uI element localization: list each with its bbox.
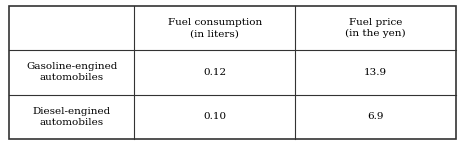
- Text: Diesel-engined
automobiles: Diesel-engined automobiles: [33, 107, 111, 127]
- Text: 13.9: 13.9: [364, 68, 387, 77]
- Text: Fuel price
(in the yen): Fuel price (in the yen): [345, 18, 405, 38]
- Text: 0.12: 0.12: [203, 68, 226, 77]
- Text: 6.9: 6.9: [367, 112, 384, 121]
- Text: Gasoline-engined
automobiles: Gasoline-engined automobiles: [26, 62, 118, 82]
- Text: 0.10: 0.10: [203, 112, 226, 121]
- Text: Fuel consumption
(in liters): Fuel consumption (in liters): [167, 18, 262, 38]
